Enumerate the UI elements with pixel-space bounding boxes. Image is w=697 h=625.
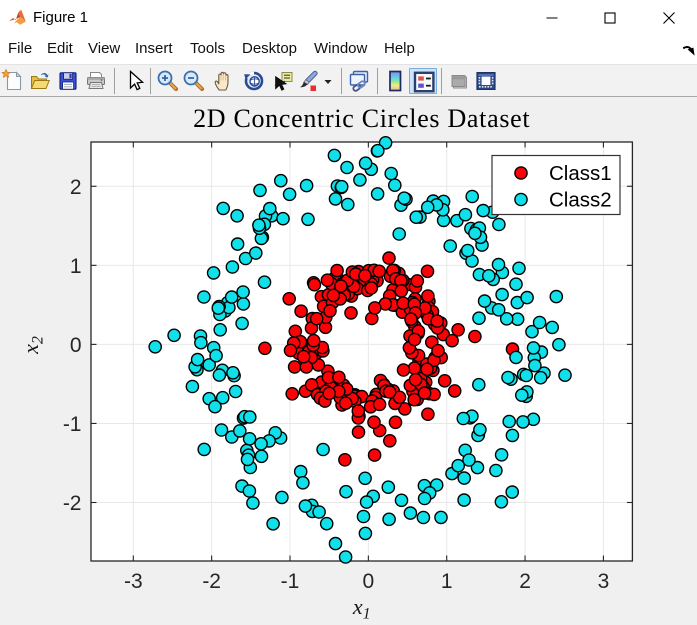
maximize-button[interactable] xyxy=(587,0,633,36)
svg-text:3: 3 xyxy=(598,570,610,593)
dock-figure-button[interactable] xyxy=(474,68,498,94)
toolbar-separator xyxy=(441,68,442,94)
minimize-icon xyxy=(546,17,558,19)
svg-text:-3: -3 xyxy=(124,570,143,593)
menu-help[interactable]: Help xyxy=(384,40,415,57)
open-file-button[interactable] xyxy=(28,68,52,94)
zoom-out-button[interactable] xyxy=(182,68,206,94)
colorbar-icon xyxy=(389,70,402,92)
svg-text:-1: -1 xyxy=(63,413,82,436)
minimize-button[interactable] xyxy=(529,0,575,36)
menu-tools[interactable]: Tools xyxy=(190,40,226,57)
link-plot-icon xyxy=(349,70,369,92)
dock-figure-arrow-icon[interactable] xyxy=(682,45,695,56)
brush-icon xyxy=(300,70,318,91)
series-class1 xyxy=(258,251,520,467)
svg-text:-2: -2 xyxy=(63,492,82,515)
series-class2 xyxy=(148,136,572,564)
x-axis-label: x1 xyxy=(352,594,371,623)
toolbar-separator xyxy=(341,68,342,94)
x-tick-labels: -3 -2 -1 0 1 2 3 xyxy=(124,570,609,593)
data-cursor-icon xyxy=(274,72,293,91)
edit-plot-button[interactable] xyxy=(122,68,146,94)
rotate-3d-icon xyxy=(244,71,264,91)
legend[interactable]: Class1 Class2 xyxy=(491,154,621,216)
insert-legend-button[interactable] xyxy=(409,68,437,94)
hide-plot-tools-button[interactable] xyxy=(447,68,471,94)
save-icon xyxy=(59,72,77,90)
title-bar[interactable]: Figure 1 xyxy=(0,0,697,36)
open-file-icon xyxy=(30,72,50,89)
svg-text:1: 1 xyxy=(441,570,453,593)
pan-hand-icon xyxy=(214,71,229,91)
toolbar-separator xyxy=(114,68,115,94)
svg-text:2: 2 xyxy=(70,176,82,199)
axes-box xyxy=(90,141,634,562)
svg-text:2: 2 xyxy=(519,570,531,593)
menu-desktop[interactable]: Desktop xyxy=(242,40,298,57)
zoom-in-button[interactable] xyxy=(156,68,180,94)
legend-label-class1: Class1 xyxy=(549,162,612,185)
window-title: Figure 1 xyxy=(33,9,89,26)
svg-text:-2: -2 xyxy=(202,570,221,593)
menu-edit[interactable]: Edit xyxy=(47,40,73,57)
menu-insert[interactable]: Insert xyxy=(135,40,173,57)
data-cursor-button[interactable] xyxy=(271,68,295,94)
hide-plot-tools-icon xyxy=(451,75,467,89)
svg-text:-1: -1 xyxy=(281,570,300,593)
figure-canvas: -3 -2 -1 0 1 2 3 -2 -1 0 1 2 2D Concentric Circles D… xyxy=(0,98,697,625)
zoom-in-icon xyxy=(157,70,178,91)
close-icon xyxy=(663,12,675,24)
legend-box xyxy=(491,154,621,216)
print-icon xyxy=(87,72,105,89)
legend-label-class2: Class2 xyxy=(549,189,612,212)
figure-toolbar xyxy=(0,64,697,97)
menu-window[interactable]: Window xyxy=(314,40,368,57)
chart-title: 2D Concentric Circles Dataset xyxy=(193,104,530,133)
menu-view[interactable]: View xyxy=(88,40,121,57)
svg-text:1: 1 xyxy=(70,255,82,278)
new-figure-icon xyxy=(1,69,22,91)
tick-marks xyxy=(91,142,633,561)
pan-button[interactable] xyxy=(212,68,236,94)
brush-button[interactable] xyxy=(296,68,320,94)
insert-colorbar-button[interactable] xyxy=(383,68,407,94)
y-tick-labels: -2 -1 0 1 2 xyxy=(63,176,82,515)
matlab-icon xyxy=(9,9,26,25)
save-figure-button[interactable] xyxy=(56,68,80,94)
legend-marker-class2 xyxy=(514,192,528,207)
link-plot-button[interactable] xyxy=(347,68,371,94)
svg-text:0: 0 xyxy=(70,334,82,357)
menu-file[interactable]: File xyxy=(8,40,33,57)
brush-dropdown-caret-icon[interactable] xyxy=(322,68,334,94)
print-figure-button[interactable] xyxy=(84,68,108,94)
toolbar-separator xyxy=(377,68,378,94)
svg-text:0: 0 xyxy=(363,570,375,593)
y-axis-label: x2 xyxy=(18,336,47,355)
maximize-icon xyxy=(604,12,616,24)
legend-icon xyxy=(413,71,435,93)
dock-plot-tools-icon xyxy=(476,71,496,90)
close-button[interactable] xyxy=(646,0,692,36)
legend-marker-class1 xyxy=(514,166,528,180)
new-figure-button[interactable] xyxy=(1,68,25,94)
scatter-plot[interactable]: -3 -2 -1 0 1 2 3 -2 -1 0 1 2 2D Concentric Circles D… xyxy=(0,98,697,625)
rotate-3d-button[interactable] xyxy=(242,68,266,94)
toolbar-separator xyxy=(150,68,151,94)
menu-bar: File Edit View Insert Tools Desktop Wind… xyxy=(0,36,697,64)
edit-plot-arrow-icon xyxy=(129,70,145,91)
zoom-out-icon xyxy=(183,70,204,91)
